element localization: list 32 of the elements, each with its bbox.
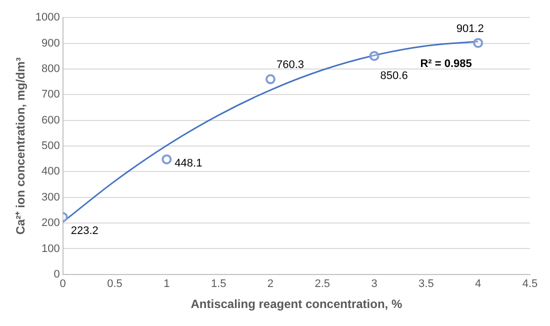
data-label: 760.3 [276,59,304,72]
data-label: 223.2 [70,225,98,238]
y-tick-label: 100 [42,242,60,255]
point [473,38,484,48]
x-tick-label: 3.5 [418,278,434,290]
x-tick-label: 0.5 [107,278,122,290]
x-tick-label: 4.5 [522,278,538,290]
y-tick-label: 0 [54,268,60,280]
y-axis-title: Ca²⁺ ion concentration, mg/dm³ [14,57,28,235]
y-tick-label: 400 [42,166,60,178]
x-tick-label: 1 [164,278,170,290]
point [162,154,172,164]
point [265,74,276,84]
y-tick-label: 1000 [35,12,60,24]
y-tick-label: 900 [42,37,60,50]
y-tick-label: 300 [42,191,60,204]
y-tick-label: 500 [42,140,60,152]
x-tick-label: 4 [475,278,482,290]
y-tick-label: 700 [42,88,60,101]
annotation: R² = 0.985 [420,58,472,70]
data-label: 448.1 [174,157,202,170]
x-axis-title: Antiscaling reagent concentration, % [190,297,402,312]
data-label: 850.6 [380,70,408,82]
y-tick-label: 200 [42,217,60,230]
x-tick-label: 1.5 [210,278,226,290]
x-tick-label: 3 [371,278,378,290]
y-tick-label: 600 [42,114,60,126]
y-tick-label: 800 [42,62,60,75]
x-tick-label: 2.5 [314,278,330,290]
point [369,50,380,61]
x-tick-label: 2 [267,278,274,290]
data-label: 901.2 [456,23,484,36]
